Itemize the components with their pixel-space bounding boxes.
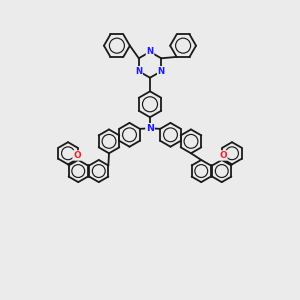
Text: N: N	[146, 124, 154, 133]
Text: N: N	[135, 67, 142, 76]
Text: N: N	[158, 67, 165, 76]
Text: O: O	[73, 151, 81, 160]
Text: O: O	[219, 151, 227, 160]
Text: N: N	[146, 47, 154, 56]
